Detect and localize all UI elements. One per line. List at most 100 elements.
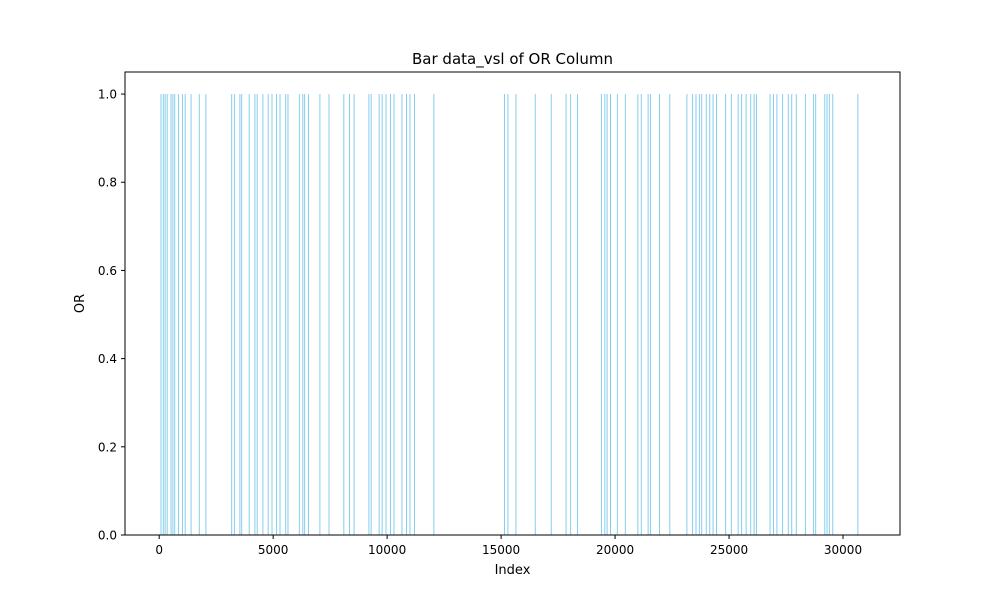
bar-28 — [302, 94, 304, 536]
bar-36 — [368, 94, 370, 536]
bar-64 — [647, 94, 649, 536]
bar-97 — [828, 94, 830, 536]
bar-87 — [776, 94, 778, 536]
bar-81 — [745, 94, 747, 536]
bar-8 — [181, 94, 183, 536]
bar-62 — [637, 94, 639, 536]
bar-79 — [737, 94, 739, 536]
bar-4 — [170, 94, 172, 536]
bar-89 — [787, 94, 789, 536]
bar-10 — [190, 94, 192, 536]
bar-65 — [649, 94, 651, 536]
y-tick-label-3: 0.6 — [98, 264, 117, 278]
x-tick-label-4: 20000 — [596, 543, 634, 557]
bar-93 — [812, 94, 814, 536]
bar-74 — [709, 94, 711, 536]
x-tick-label-2: 10000 — [368, 543, 406, 557]
bar-38 — [378, 94, 380, 536]
bar-66 — [659, 94, 661, 536]
x-axis-ticks: 0 5000 10000 15000 20000 25000 30000 — [155, 535, 862, 557]
y-tick-label-2: 0.4 — [98, 352, 117, 366]
bar-91 — [795, 94, 797, 536]
bar-41 — [390, 94, 392, 536]
bar-27 — [298, 94, 300, 536]
bar-24 — [279, 94, 281, 536]
bar-14 — [233, 94, 235, 536]
bar-25 — [285, 94, 287, 536]
bar-60 — [616, 94, 618, 536]
bar-40 — [385, 94, 387, 536]
bar-70 — [695, 94, 697, 536]
bar-37 — [370, 94, 372, 536]
bar-76 — [716, 94, 718, 536]
y-tick-label-4: 0.8 — [98, 176, 117, 190]
bar-59 — [610, 94, 612, 536]
bar-0 — [160, 94, 162, 536]
bar-73 — [705, 94, 707, 536]
bar-68 — [686, 94, 688, 536]
bar-18 — [254, 94, 256, 536]
bar-83 — [753, 94, 755, 536]
bar-52 — [550, 94, 552, 536]
bar-63 — [640, 94, 642, 536]
bar-82 — [750, 94, 752, 536]
bar-30 — [307, 94, 309, 536]
bar-series — [160, 94, 859, 536]
x-tick-label-5: 25000 — [710, 543, 748, 557]
x-tick-label-6: 30000 — [824, 543, 862, 557]
bar-55 — [576, 94, 578, 536]
bar-53 — [565, 94, 567, 536]
bar-77 — [725, 94, 727, 536]
y-tick-label-1: 0.2 — [98, 440, 117, 454]
bar-20 — [262, 94, 264, 536]
bar-51 — [534, 94, 536, 536]
y-tick-label-5: 1.0 — [98, 88, 117, 102]
bar-39 — [381, 94, 383, 536]
bar-19 — [256, 94, 258, 536]
bar-80 — [741, 94, 743, 536]
bar-75 — [712, 94, 714, 536]
bar-12 — [205, 94, 207, 536]
plot-area-frame — [124, 71, 901, 536]
bar-32 — [328, 94, 330, 536]
bar-9 — [184, 94, 186, 536]
y-tick-label-0: 0.0 — [98, 529, 117, 543]
bar-50 — [515, 94, 517, 536]
x-tick-label-1: 5000 — [258, 543, 289, 557]
bar-69 — [692, 94, 694, 536]
bar-85 — [769, 94, 771, 536]
bar-44 — [406, 94, 408, 536]
x-tick-label-3: 15000 — [482, 543, 520, 557]
y-axis-ticks: 0.0 0.2 0.4 0.6 0.8 1.0 — [98, 88, 125, 543]
bar-78 — [730, 94, 732, 536]
bar-56 — [600, 94, 602, 536]
y-axis-label: OR — [73, 294, 88, 313]
chart-title: Bar data_vsl of OR Column — [412, 50, 613, 69]
bar-13 — [231, 94, 233, 536]
bar-58 — [606, 94, 608, 536]
bar-57 — [604, 94, 606, 536]
bar-95 — [824, 94, 826, 536]
bar-15 — [239, 94, 241, 536]
bar-11 — [198, 94, 200, 536]
bar-29 — [304, 94, 306, 536]
bar-7 — [178, 94, 180, 536]
bar-61 — [624, 94, 626, 536]
bar-5 — [172, 94, 174, 536]
bar-90 — [791, 94, 793, 536]
bar-16 — [241, 94, 243, 536]
bar-43 — [401, 94, 403, 536]
bar-88 — [782, 94, 784, 536]
bar-45 — [409, 94, 411, 536]
bar-1 — [162, 94, 164, 536]
bar-42 — [393, 94, 395, 536]
bar-26 — [287, 94, 289, 536]
bar-23 — [276, 94, 278, 536]
bar-47 — [433, 94, 435, 536]
bar-31 — [319, 94, 321, 536]
bar-54 — [570, 94, 572, 536]
bar-17 — [248, 94, 250, 536]
bar-92 — [804, 94, 806, 536]
